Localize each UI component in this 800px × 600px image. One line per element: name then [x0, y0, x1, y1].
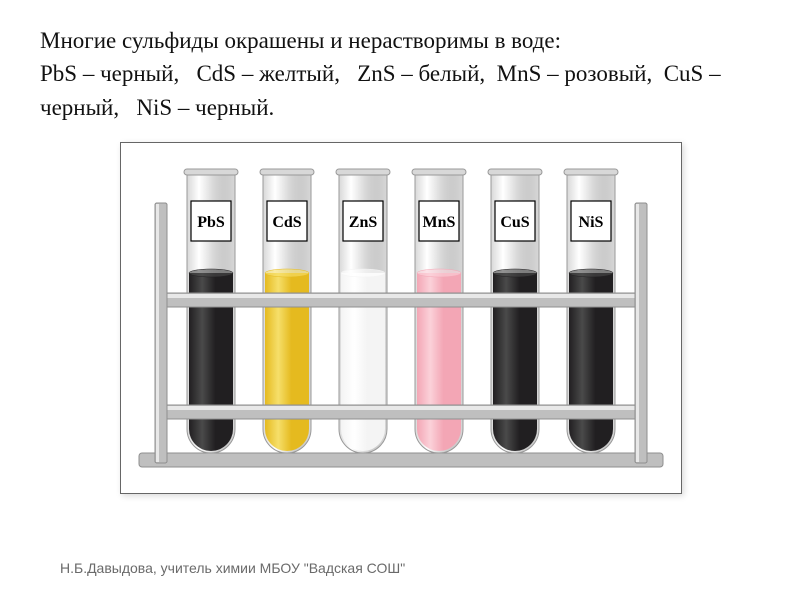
sulfide-pair: PbS – черный, — [40, 61, 196, 86]
color-word: белый — [419, 61, 480, 86]
formula: PbS — [40, 61, 77, 86]
figure: PbS CdS ZnS MnS CuS NiS — [121, 143, 681, 493]
dash: – — [401, 61, 413, 86]
formula: CuS — [664, 61, 704, 86]
tube-label: ZnS — [349, 214, 378, 231]
dash: – — [178, 95, 190, 120]
footer-credit: Н.Б.Давыдова, учитель химии МБОУ "Вадска… — [60, 560, 405, 576]
main-text: Многие сульфиды окрашены и нерастворимы … — [40, 24, 760, 124]
figure-frame: PbS CdS ZnS MnS CuS NiS — [120, 142, 682, 494]
sulfide-pair: NiS – черный. — [136, 95, 274, 120]
dash: – — [83, 61, 95, 86]
color-word: желтый — [259, 61, 334, 86]
sulfide-pair: ZnS – белый, — [357, 61, 496, 86]
trailing-period: . — [269, 95, 275, 120]
tube-label: MnS — [423, 214, 456, 231]
color-word: черный — [100, 61, 173, 86]
dash: – — [547, 61, 559, 86]
tube-label: CdS — [272, 214, 301, 231]
sulfide-pair: CdS – желтый, — [196, 61, 357, 86]
dash: – — [242, 61, 254, 86]
sulfide-pair: MnS – розовый, — [497, 61, 664, 86]
formula: ZnS — [357, 61, 395, 86]
main-text-line1: Многие сульфиды окрашены и нерастворимы … — [40, 28, 561, 53]
color-word: розовый — [564, 61, 646, 86]
formula: MnS — [497, 61, 542, 86]
formula: CdS — [196, 61, 236, 86]
dash: – — [709, 61, 721, 86]
slide: Многие сульфиды окрашены и нерастворимы … — [0, 0, 800, 600]
color-word: черный — [40, 95, 113, 120]
formula: NiS — [136, 95, 172, 120]
tube-label: PbS — [197, 214, 225, 231]
tube-label: CuS — [500, 214, 529, 231]
tube-rack-svg: PbS CdS ZnS MnS CuS NiS — [121, 143, 681, 493]
color-word: черный — [195, 95, 268, 120]
tube-label: NiS — [579, 214, 604, 231]
